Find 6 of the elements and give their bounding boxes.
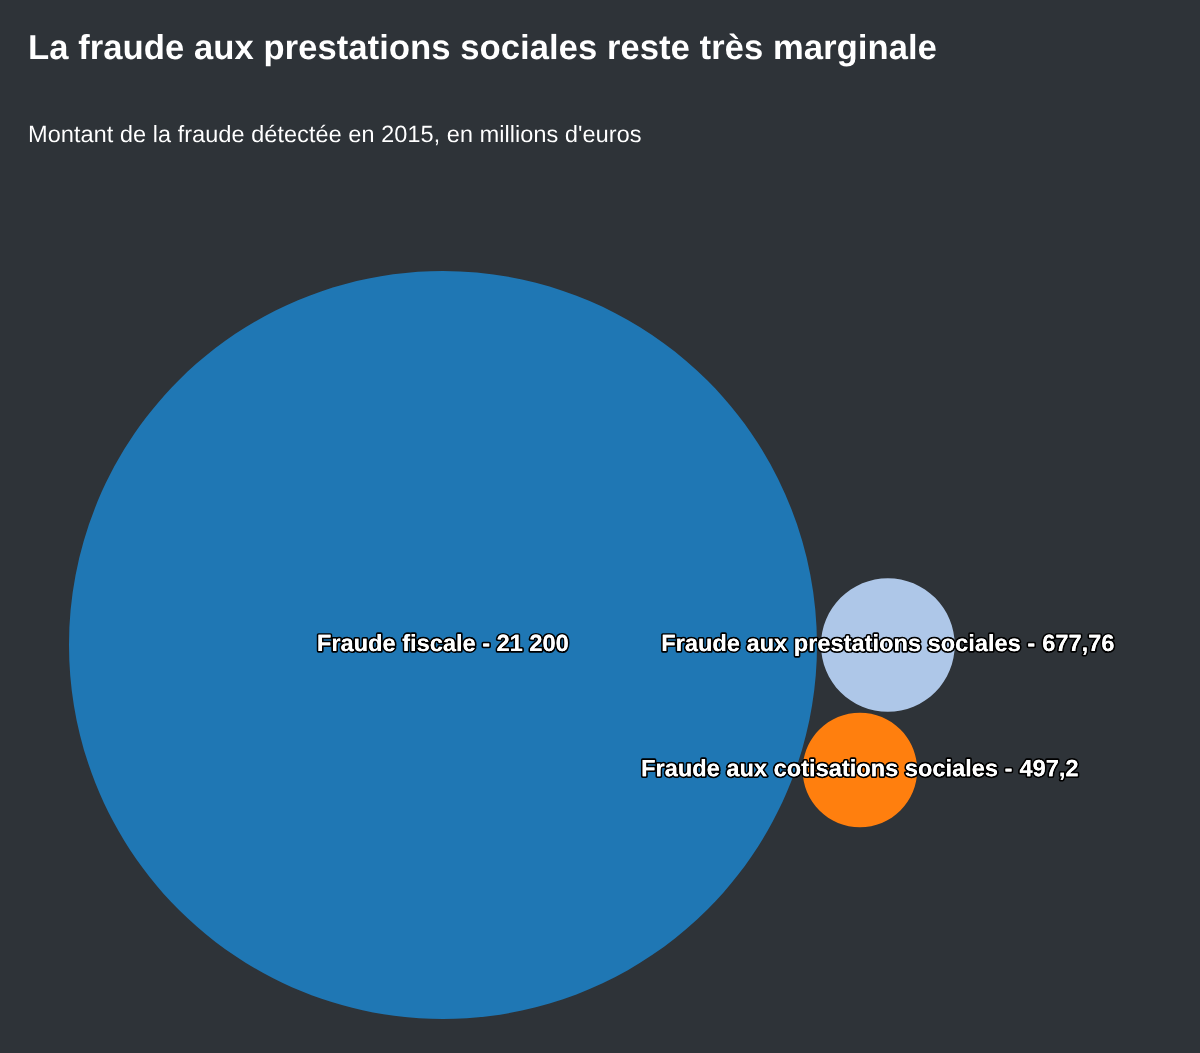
data-label: 21 200 bbox=[497, 634, 568, 652]
category-label: Fraude fiscale - bbox=[318, 633, 490, 652]
text: La fraude aux prestations sociales reste très marginale bbox=[30, 33, 936, 67]
data-label: 677,76 bbox=[1043, 634, 1114, 655]
data-label: 497,2 bbox=[1019, 759, 1078, 780]
text: Montant de la fraude détectée en 2015, en millions d'euros bbox=[29, 124, 641, 146]
